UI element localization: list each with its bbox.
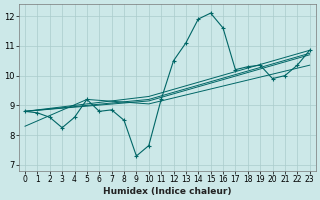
X-axis label: Humidex (Indice chaleur): Humidex (Indice chaleur) (103, 187, 232, 196)
